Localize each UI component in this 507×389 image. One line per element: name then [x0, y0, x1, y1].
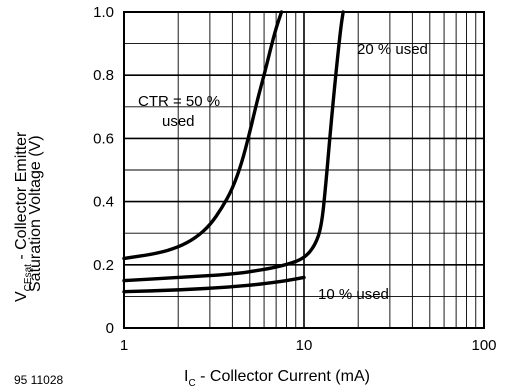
annotation-ctr-50: CTR = 50 %: [138, 93, 220, 110]
y-tick-label: 0.4: [93, 194, 114, 211]
annotation-10-used: 10 % used: [318, 286, 389, 303]
y-tick-label: 0.6: [93, 130, 114, 147]
curves: [122, 10, 345, 294]
figure-code: 95 11028: [14, 373, 63, 387]
grid: [124, 12, 484, 328]
annotation-ctr-50-used: used: [162, 113, 195, 130]
curve-10-used: [122, 275, 306, 294]
y-axis-label: VCEsat - Collector Emitter Saturation Vo…: [13, 131, 44, 302]
x-tick-label: 100: [471, 337, 496, 354]
y-tick-label: 0.8: [93, 67, 114, 84]
curve-20-used: [122, 10, 345, 283]
tick-labels: 0 0.2 0.4 0.6 0.8 1.0 1 10 100: [93, 4, 496, 354]
y-tick-label: 0.2: [93, 257, 114, 274]
x-tick-label: 10: [296, 337, 313, 354]
y-tick-label: 1.0: [93, 4, 114, 21]
curve-ctr-50: [122, 10, 284, 261]
svg-text:VCEsat - Collector Emitter: VCEsat - Collector Emitter: [13, 131, 34, 302]
svg-text:Saturation Voltage (V): Saturation Voltage (V): [27, 135, 44, 292]
annotation-20-used: 20 % used: [357, 41, 428, 58]
x-axis-label: IC - Collector Current (mA): [184, 368, 370, 389]
plot-frame: [123, 11, 485, 329]
y-tick-label: 0: [106, 320, 114, 337]
x-tick-label: 1: [120, 337, 128, 354]
